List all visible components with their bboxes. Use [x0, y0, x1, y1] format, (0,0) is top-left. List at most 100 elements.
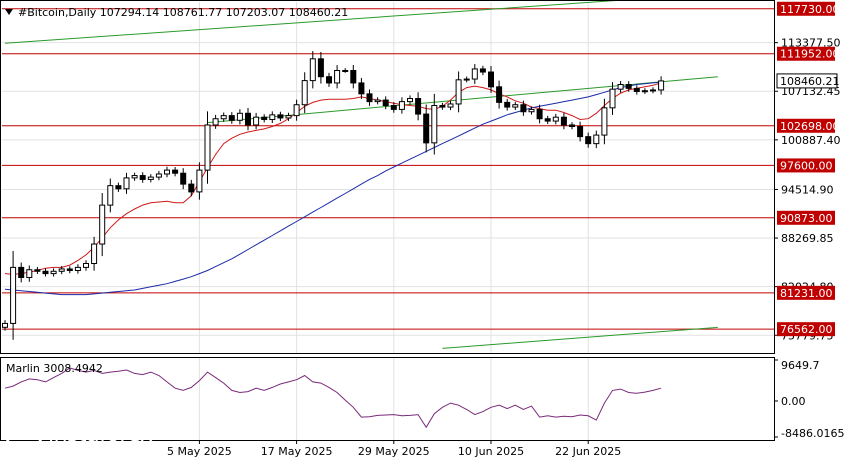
- candle-bullish: [220, 115, 227, 120]
- price-level-tag: [777, 158, 835, 173]
- candle-bearish: [326, 76, 332, 84]
- oscillator-layer: [4, 367, 662, 429]
- candle-bullish: [269, 114, 276, 121]
- header-layer: #Bitcoin,Daily 107294.14 108761.77 10720…: [5, 6, 348, 375]
- oscillator-axis-label: 9649.7: [781, 359, 820, 372]
- price-axis-label: 107132.45: [781, 85, 841, 98]
- candle-bearish: [277, 114, 284, 119]
- candle-bullish: [164, 169, 170, 175]
- candle-bullish: [50, 270, 57, 275]
- candle-bullish: [123, 177, 130, 190]
- price-levels-layer: [2, 8, 774, 330]
- candle-bearish: [423, 113, 430, 144]
- date-axis-label: 17 May 2025: [261, 445, 333, 458]
- candle-bullish: [552, 116, 559, 122]
- symbol-menu-arrow-icon[interactable]: [5, 9, 13, 15]
- candle-bearish: [180, 172, 187, 185]
- price-axis-label: 94514.90: [781, 183, 834, 196]
- candle-bullish: [650, 89, 656, 92]
- candle-bearish: [358, 82, 365, 95]
- candle-bearish: [18, 266, 25, 279]
- candle-bearish: [544, 118, 551, 122]
- candle-bullish: [609, 88, 616, 109]
- candle-bullish: [285, 115, 292, 119]
- candle-bullish: [155, 173, 162, 178]
- watermark: instaforex Instant Forex Trading: [6, 420, 206, 460]
- candle-bearish: [520, 104, 527, 113]
- candle-bearish: [504, 101, 511, 108]
- price-level-tag: [777, 1, 835, 16]
- trend-channel-line: [442, 326, 718, 349]
- price-axis-label: 100887.40: [781, 134, 841, 147]
- candle-bullish: [253, 116, 260, 126]
- candle-bearish: [382, 99, 389, 107]
- candle-bearish: [633, 87, 640, 93]
- candle-bearish: [577, 126, 584, 138]
- candle-bullish: [147, 176, 154, 180]
- candle-bullish: [212, 118, 219, 126]
- candle-bullish: [107, 185, 114, 206]
- moving-average-fast: [4, 82, 662, 275]
- candle-bullish: [196, 169, 203, 193]
- date-axis-label: 29 May 2025: [358, 445, 430, 458]
- candle-bullish: [301, 80, 308, 106]
- candle-bearish: [585, 136, 592, 145]
- candle-bullish: [641, 90, 648, 93]
- date-axis-label: 22 Jun 2025: [555, 445, 621, 458]
- candle-bearish: [42, 270, 49, 275]
- candle-bearish: [439, 105, 446, 108]
- price-panel-frame: [0, 0, 775, 354]
- candle-bullish: [26, 269, 33, 279]
- candle-bearish: [366, 93, 373, 103]
- candle-bullish: [601, 107, 608, 136]
- indicator-label: Marlin 3008.4942: [6, 362, 103, 375]
- oscillator-axis-label: 0.00: [781, 395, 806, 408]
- price-level-label: 81231.00: [780, 287, 833, 300]
- candle-bearish: [625, 83, 632, 89]
- grid-layer: [2, 2, 774, 440]
- candle-bullish: [58, 268, 65, 272]
- candle-bullish: [512, 104, 519, 108]
- oscillator-line: [4, 367, 662, 429]
- candle-bullish: [309, 58, 316, 82]
- candle-bearish: [488, 71, 494, 88]
- instaforex-logo-icon: [6, 420, 42, 456]
- candle-bearish: [479, 68, 486, 73]
- candle-bullish: [99, 204, 106, 245]
- candle-bullish: [91, 243, 98, 264]
- candle-bearish: [350, 69, 357, 84]
- candle-bullish: [431, 105, 438, 144]
- candle-bullish: [2, 322, 8, 328]
- price-level-tag: [777, 322, 835, 337]
- current-price-label: 108460.21: [780, 75, 840, 88]
- price-level-tag: [777, 210, 835, 225]
- candle-bullish: [407, 98, 413, 103]
- candle-bearish: [115, 185, 122, 190]
- candle-bullish: [593, 134, 600, 145]
- oscillator-axis-label: -8486.0165: [781, 427, 844, 440]
- date-axis-label: 5 May 2025: [167, 445, 232, 458]
- candle-bearish: [569, 124, 575, 128]
- candle-bearish: [188, 183, 195, 193]
- candle-bullish: [131, 175, 138, 179]
- price-level-label: 117730.00: [780, 3, 840, 16]
- candle-bullish: [236, 112, 243, 121]
- price-level-label: 102698.00: [780, 120, 840, 133]
- moving-averages-layer: [4, 81, 662, 296]
- candle-bullish: [447, 103, 454, 108]
- symbol-info: #Bitcoin,Daily 107294.14 108761.77 10720…: [18, 6, 348, 19]
- trend-channel-line: [4, 0, 631, 44]
- price-level-label: 97600.00: [780, 159, 833, 172]
- frame-layer: [0, 0, 775, 441]
- candle-bullish: [74, 266, 81, 272]
- candle-bullish: [658, 80, 665, 91]
- axis-labels-layer: 113377.50 107132.45 100887.40 94514.90 88269…: [167, 1, 844, 458]
- candle-bearish: [536, 108, 543, 120]
- candle-bearish: [172, 169, 179, 174]
- price-level-tag: [777, 285, 835, 300]
- candle-bullish: [342, 69, 349, 72]
- oscillator-panel-frame: [0, 357, 775, 441]
- trend-channel-layer: [4, 0, 718, 349]
